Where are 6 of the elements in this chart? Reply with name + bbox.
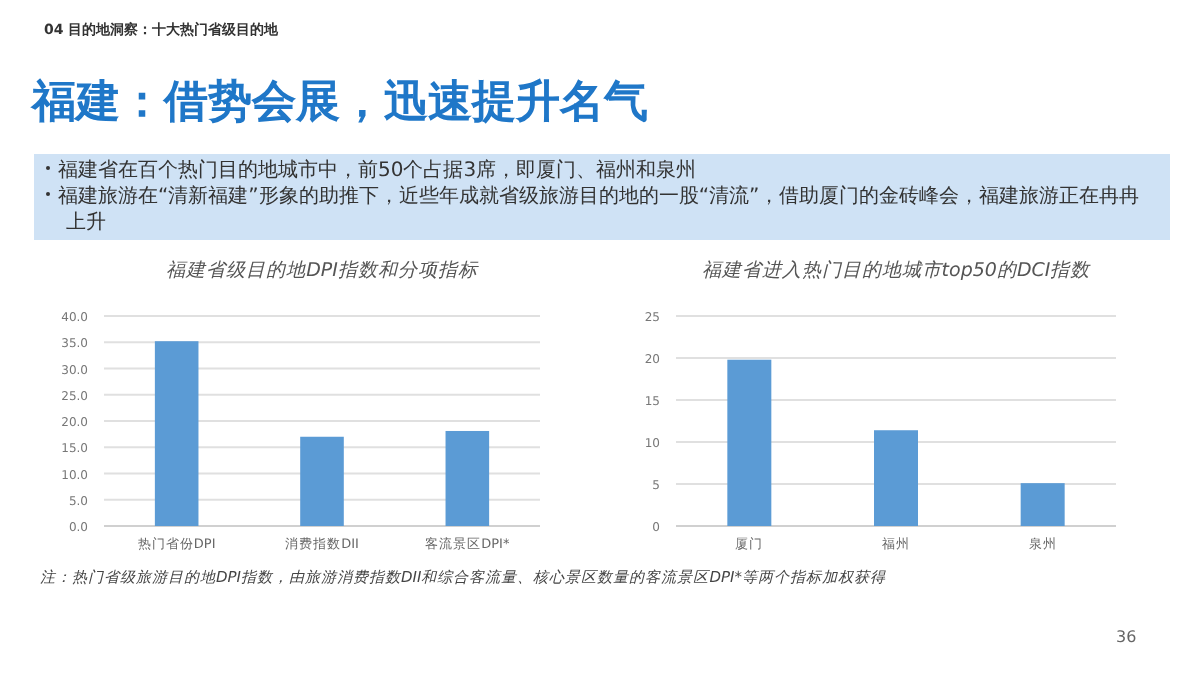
text: 福建省在百个热门目的地城市中，前50个占据3席，即厦门、福州和泉州: [56, 158, 699, 184]
chart-title: 福建省级目的地DPI指数和分项指标: [166, 260, 480, 282]
annotation: 福建：借势会展，迅速提升名气: [32, 76, 648, 132]
text: 福建旅游在“清新福建”形象的助推下，近些年成就省级旅游目的地的一股“清流”，借助厦门的金砖峰会，福建旅游正在冉冉上升: [56, 184, 1142, 236]
chart-title: 福建省进入热门目的地城市top50的DCI指数: [701, 258, 1093, 282]
annotation: 36: [1116, 628, 1137, 646]
